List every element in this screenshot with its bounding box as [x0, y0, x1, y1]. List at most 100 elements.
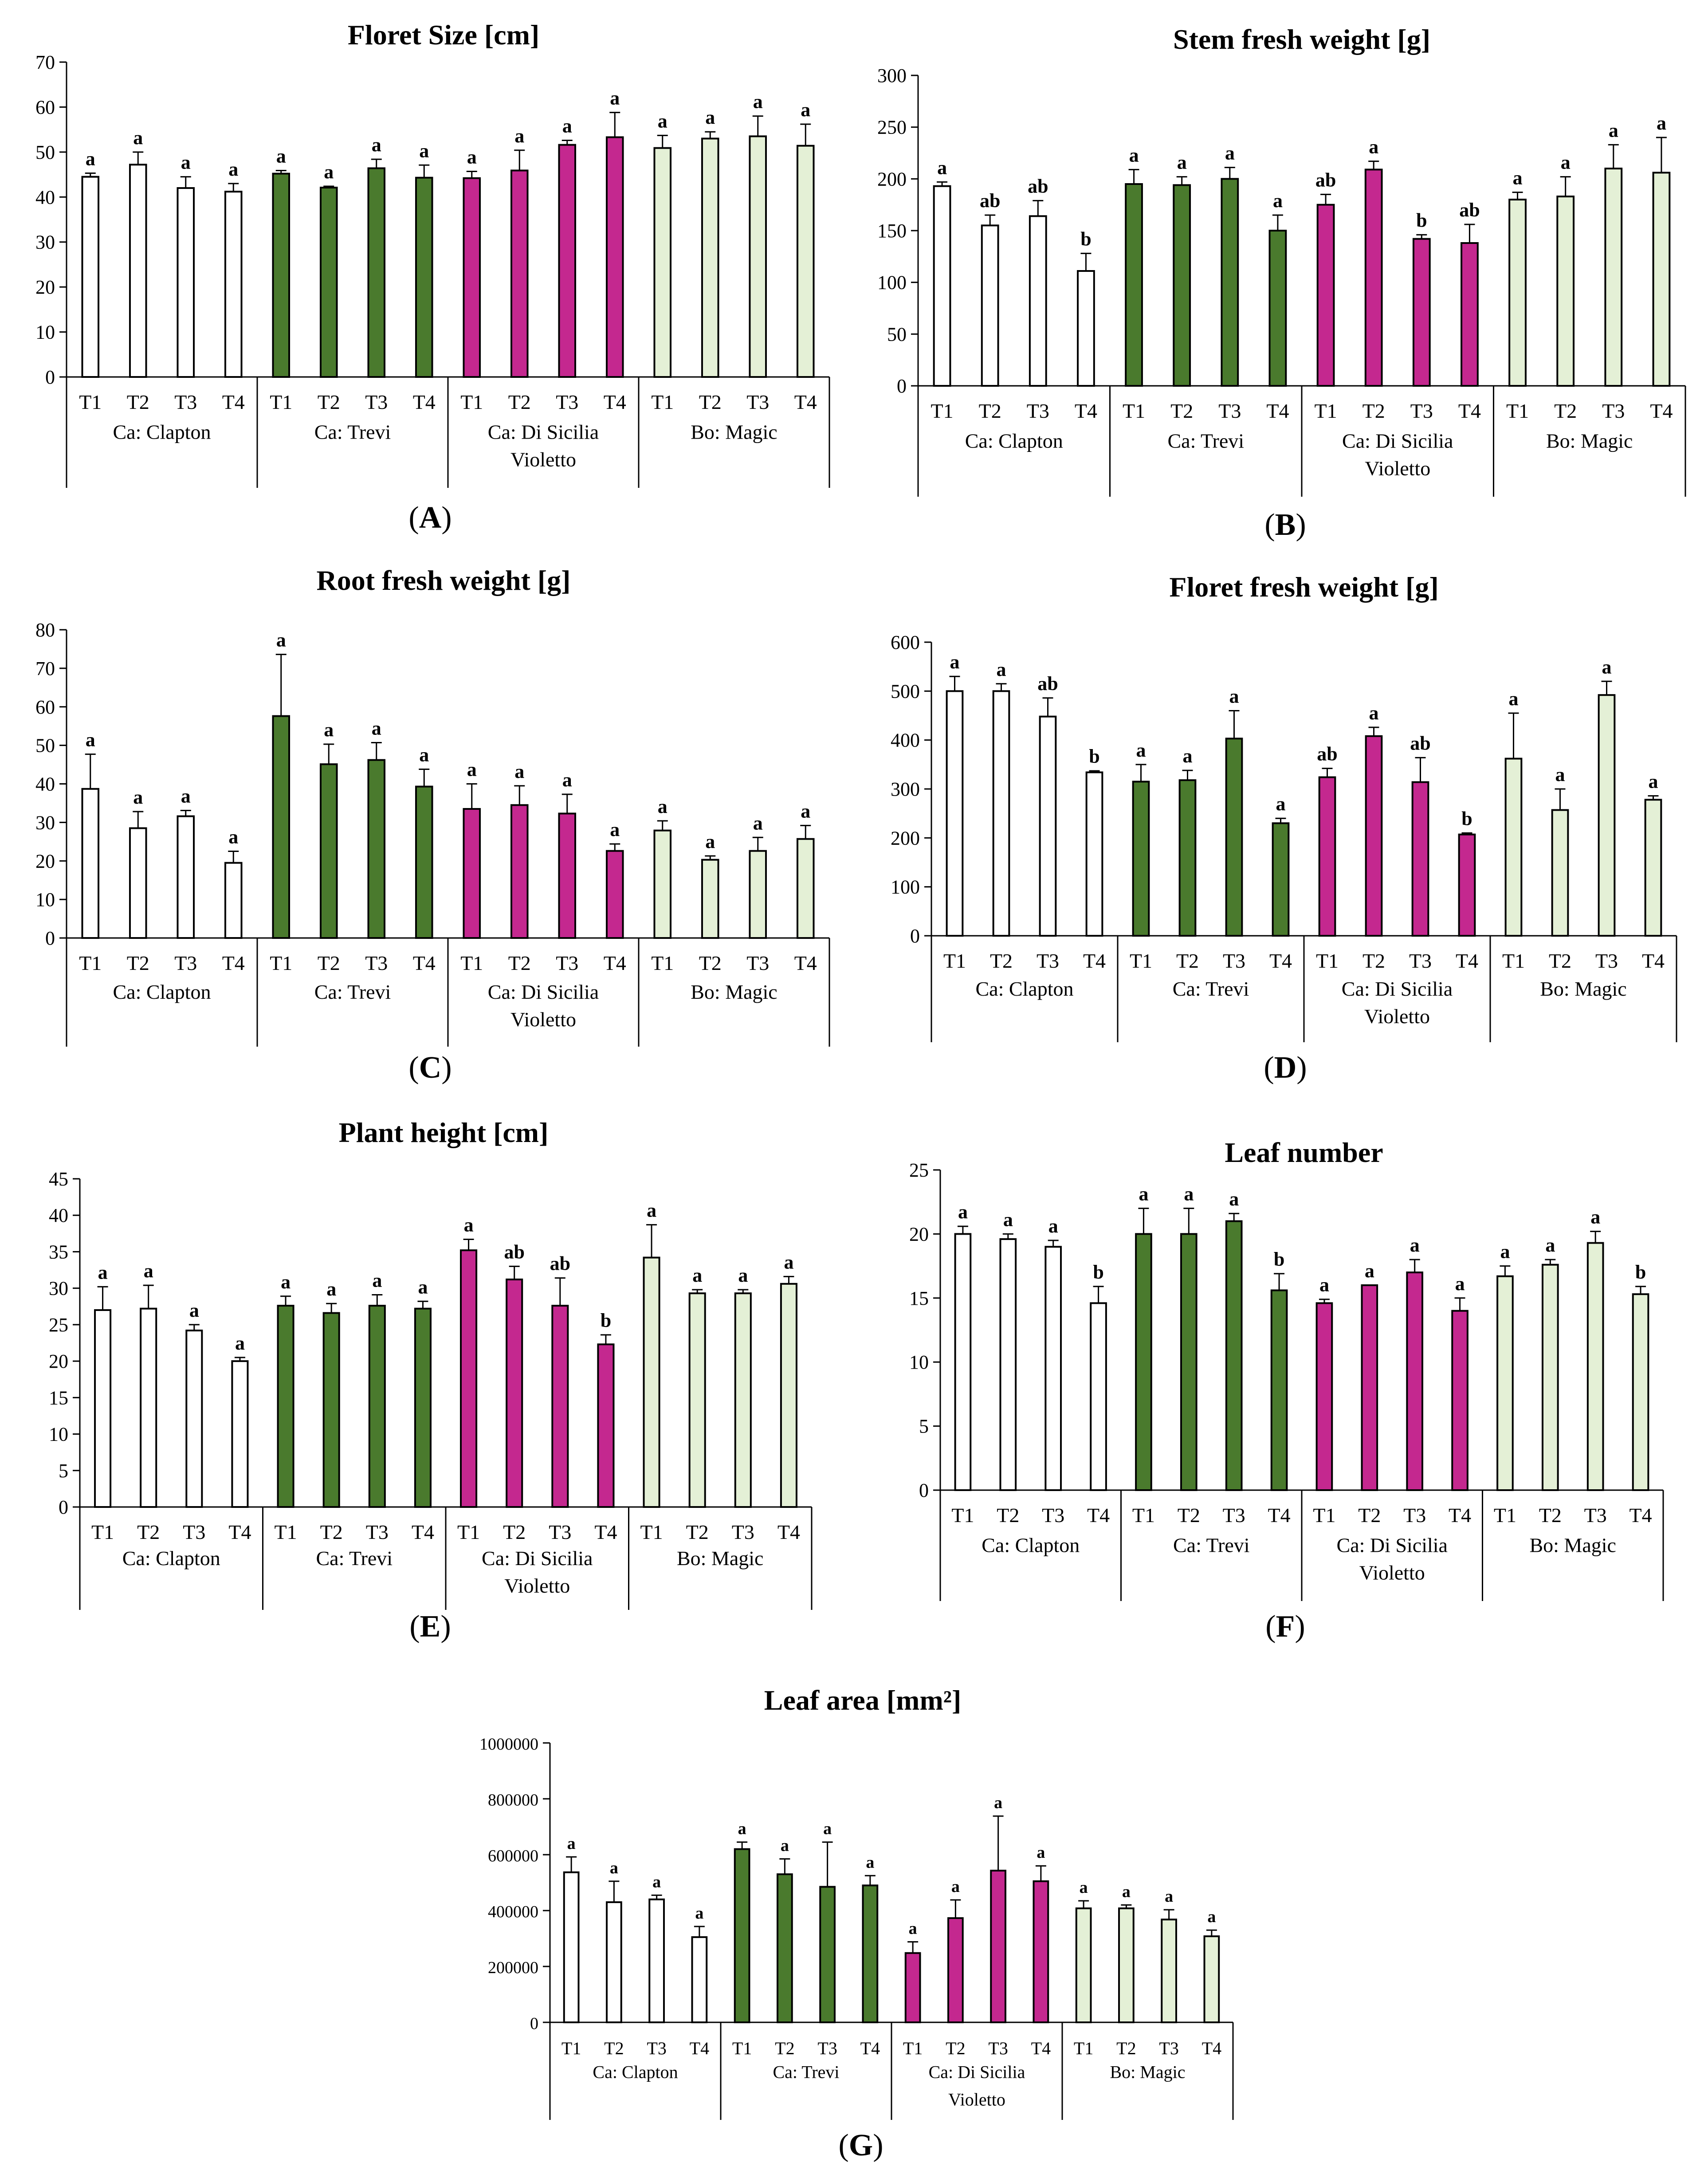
x-tick-label-c: T1 — [651, 952, 674, 974]
x-tick-label-c: T3 — [556, 952, 578, 974]
y-tick-label-f: 10 — [909, 1351, 929, 1373]
bar-c — [319, 763, 338, 939]
x-tick-label-e: T4 — [594, 1521, 617, 1543]
y-tick-label-b: 50 — [887, 323, 907, 345]
bar-c — [177, 815, 195, 939]
bar-c — [701, 859, 719, 939]
y-tick-label-e: 5 — [59, 1460, 68, 1482]
bar-e — [414, 1307, 432, 1508]
bar-e — [460, 1249, 478, 1508]
significance-letter-d: a — [1229, 685, 1239, 707]
x-tick-label-c: T4 — [794, 952, 817, 974]
x-tick-label-f: T4 — [1087, 1504, 1110, 1527]
group-label-d: Ca: Trevi — [1173, 977, 1249, 1000]
group-label-c: Ca: Di Sicilia — [488, 981, 599, 1003]
x-tick-label-f: T3 — [1223, 1504, 1245, 1527]
bar-c — [510, 804, 529, 939]
bar-g — [648, 1898, 665, 2023]
x-tick-label-d: T2 — [990, 950, 1013, 972]
significance-letter-g: a — [1122, 1882, 1131, 1901]
bar-a — [701, 137, 719, 378]
x-tick-label-g: T4 — [1031, 2038, 1051, 2058]
significance-letter-g: a — [781, 1836, 789, 1855]
chart-title-d: Floret fresh weight [g] — [1169, 571, 1438, 603]
bar-a — [224, 191, 243, 378]
bar-d — [992, 690, 1010, 937]
x-tick-label-a: T1 — [651, 391, 674, 413]
x-tick-label-f: T4 — [1449, 1504, 1471, 1527]
significance-letter-a: a — [658, 110, 667, 132]
significance-letter-a: a — [705, 106, 715, 128]
y-tick-label-e: 10 — [49, 1424, 68, 1445]
significance-letter-d: b — [1461, 808, 1472, 829]
bar-c — [796, 838, 815, 939]
significance-letter-e: a — [144, 1260, 153, 1282]
bar-e — [551, 1305, 569, 1508]
significance-letter-c: a — [228, 826, 238, 848]
y-tick-label-c: 50 — [35, 735, 55, 757]
y-tick-label-a: 30 — [35, 232, 55, 253]
significance-letter-b: ab — [1315, 169, 1336, 191]
group-label-a: Violetto — [510, 448, 576, 471]
significance-letter-d: b — [1089, 746, 1099, 767]
bar-d — [1411, 781, 1429, 937]
group-label-a: Ca: Clapton — [113, 421, 211, 443]
significance-letter-e: a — [464, 1214, 474, 1236]
x-tick-label-g: T2 — [1116, 2038, 1136, 2058]
group-label-f: Bo: Magic — [1530, 1534, 1616, 1557]
bar-d — [1039, 715, 1057, 937]
x-tick-label-e: T3 — [732, 1521, 754, 1543]
y-tick-label-b: 150 — [877, 220, 907, 242]
bar-e — [94, 1309, 112, 1508]
bar-c — [558, 812, 577, 939]
y-tick-label-a: 70 — [35, 51, 55, 73]
group-label-f: Ca: Di Sicilia — [1337, 1534, 1448, 1557]
significance-letter-f: a — [1184, 1183, 1194, 1205]
significance-letter-d: a — [1136, 739, 1146, 761]
significance-letter-b: a — [1657, 112, 1666, 134]
x-tick-label-c: T3 — [365, 952, 388, 974]
x-tick-label-d: T1 — [943, 950, 966, 972]
x-tick-label-e: T1 — [640, 1521, 663, 1543]
significance-letter-c: a — [753, 812, 763, 834]
significance-letter-c: a — [801, 800, 810, 822]
group-label-f: Ca: Trevi — [1173, 1534, 1250, 1557]
significance-letter-f: a — [1500, 1241, 1510, 1263]
x-tick-label-g: T1 — [903, 2038, 923, 2058]
x-tick-label-g: T2 — [604, 2038, 624, 2058]
y-tick-label-d: 400 — [891, 730, 920, 751]
significance-letter-e: a — [372, 1269, 382, 1291]
significance-letter-g: a — [1080, 1878, 1088, 1897]
bar-a — [81, 176, 100, 378]
significance-letter-f: a — [1139, 1183, 1148, 1205]
x-tick-label-g: T1 — [1074, 2038, 1093, 2058]
significance-letter-d: a — [1369, 702, 1379, 724]
significance-letter-d: a — [1509, 688, 1519, 710]
bar-g — [563, 1871, 580, 2023]
significance-letter-f: a — [1365, 1260, 1374, 1282]
significance-letter-f: a — [1545, 1234, 1555, 1256]
y-tick-label-c: 80 — [35, 619, 55, 641]
y-tick-label-c: 10 — [35, 889, 55, 910]
significance-letter-b: a — [1513, 167, 1523, 189]
x-tick-label-g: T2 — [946, 2038, 965, 2058]
significance-letter-a: a — [610, 87, 620, 109]
bar-f — [1496, 1275, 1514, 1491]
significance-letter-b: a — [1129, 144, 1139, 166]
x-tick-label-g: T3 — [817, 2038, 837, 2058]
bar-e — [277, 1305, 294, 1508]
significance-letter-f: a — [958, 1201, 968, 1223]
group-label-g: Ca: Clapton — [593, 2062, 678, 2082]
significance-letter-b: ab — [1028, 175, 1048, 197]
y-tick-label-b: 300 — [877, 65, 907, 86]
significance-letter-f: a — [1229, 1188, 1239, 1210]
bar-f — [1090, 1302, 1107, 1491]
x-tick-label-e: T2 — [503, 1521, 526, 1543]
x-tick-label-d: T3 — [1037, 950, 1059, 972]
y-tick-label-b: 0 — [897, 375, 907, 397]
y-tick-label-g: 1000000 — [479, 1735, 538, 1754]
x-tick-label-d: T2 — [1176, 950, 1199, 972]
significance-letter-a: a — [419, 140, 429, 161]
significance-letter-g: a — [652, 1872, 661, 1891]
group-label-f: Ca: Clapton — [982, 1534, 1080, 1557]
